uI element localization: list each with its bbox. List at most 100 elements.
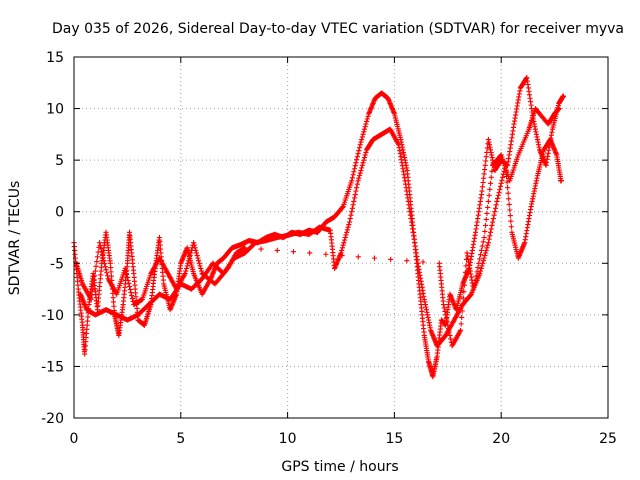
data-point xyxy=(194,252,200,259)
data-point xyxy=(489,222,495,229)
data-point xyxy=(484,245,490,251)
data-point xyxy=(339,245,346,251)
data-point xyxy=(506,196,512,202)
data-point xyxy=(91,277,97,284)
data-point xyxy=(342,234,348,241)
data-point xyxy=(128,289,134,296)
data-point xyxy=(258,246,264,252)
data-point xyxy=(507,212,513,219)
data-point xyxy=(307,250,313,256)
data-point xyxy=(197,263,203,269)
data-point xyxy=(356,175,362,181)
data-point xyxy=(323,251,329,257)
data-point xyxy=(441,305,447,311)
data-point xyxy=(499,177,505,183)
x-tick-label: 15 xyxy=(385,431,403,447)
data-point xyxy=(101,258,107,264)
data-point xyxy=(191,242,197,248)
data-point xyxy=(346,222,352,228)
data-point xyxy=(124,271,130,278)
data-point xyxy=(185,260,191,266)
data-point xyxy=(349,175,355,181)
data-point xyxy=(352,163,358,169)
data-point xyxy=(351,195,358,201)
data-point xyxy=(102,261,108,267)
data-point xyxy=(479,263,485,269)
data-point xyxy=(485,204,491,211)
data-point xyxy=(478,247,485,253)
data-point xyxy=(338,250,344,256)
data-point xyxy=(482,250,489,256)
data-point xyxy=(442,308,448,315)
data-point xyxy=(363,149,369,156)
data-point xyxy=(191,240,197,246)
data-point xyxy=(349,209,355,215)
data-point xyxy=(480,239,486,245)
data-point xyxy=(482,222,489,229)
data-point xyxy=(485,198,491,204)
data-point xyxy=(353,188,359,194)
data-point xyxy=(446,329,452,335)
data-point xyxy=(359,162,365,168)
data-point xyxy=(127,286,133,293)
data-point xyxy=(192,245,198,251)
data-point xyxy=(361,129,367,135)
data-point xyxy=(473,273,479,279)
data-point xyxy=(459,308,465,314)
tick-label-layer: 0 5 10 15 20 25 -20 -15 -10 -5 0 5 10 15 xyxy=(41,50,617,447)
data-point xyxy=(195,255,201,261)
data-point xyxy=(508,218,514,224)
data-point xyxy=(88,296,94,302)
data-point xyxy=(556,105,562,112)
data-point xyxy=(495,192,501,198)
data-point xyxy=(388,256,394,263)
data-point xyxy=(484,210,490,217)
data-point xyxy=(193,247,199,253)
data-point xyxy=(193,250,200,256)
data-point xyxy=(274,247,280,253)
data-point xyxy=(480,258,486,264)
data-point xyxy=(481,255,487,261)
data-point xyxy=(93,263,99,269)
data-point xyxy=(482,228,488,235)
data-point xyxy=(186,255,192,261)
data-point xyxy=(356,148,362,154)
data-point xyxy=(92,268,98,274)
data-point xyxy=(364,116,370,122)
x-tick-label: 25 xyxy=(599,431,617,447)
data-point xyxy=(89,287,96,293)
data-point xyxy=(242,245,248,251)
data-point xyxy=(361,126,368,132)
data-point xyxy=(102,264,108,270)
data-point xyxy=(183,268,189,274)
data-point xyxy=(490,215,496,222)
plot-frame xyxy=(73,56,609,419)
data-point xyxy=(90,282,96,288)
data-point xyxy=(488,174,494,180)
x-axis-label: GPS time / hours xyxy=(281,459,398,475)
data-point xyxy=(351,166,358,172)
data-point xyxy=(489,168,495,174)
data-point xyxy=(89,292,95,298)
data-point xyxy=(507,207,513,213)
y-tick-label: -5 xyxy=(50,256,64,272)
data-point xyxy=(348,212,354,218)
data-point xyxy=(474,269,480,275)
data-point xyxy=(349,205,355,211)
y-tick-label: 10 xyxy=(46,102,64,118)
data-point xyxy=(92,273,98,279)
data-point xyxy=(481,234,487,241)
data-point xyxy=(355,254,361,260)
x-tick-label: 20 xyxy=(492,431,510,447)
data-point xyxy=(487,229,494,235)
data-point xyxy=(447,332,453,339)
data-point xyxy=(471,282,477,288)
data-point xyxy=(196,258,202,264)
data-point xyxy=(354,181,360,187)
data-point xyxy=(198,268,205,274)
data-point xyxy=(364,118,370,125)
data-point xyxy=(445,326,452,332)
data-point xyxy=(340,242,346,248)
data-point xyxy=(357,142,363,148)
